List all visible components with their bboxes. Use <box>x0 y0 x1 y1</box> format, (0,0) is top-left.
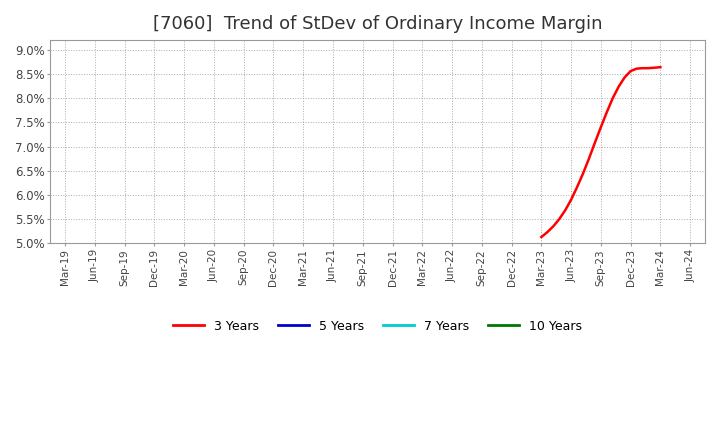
Title: [7060]  Trend of StDev of Ordinary Income Margin: [7060] Trend of StDev of Ordinary Income… <box>153 15 603 33</box>
Legend: 3 Years, 5 Years, 7 Years, 10 Years: 3 Years, 5 Years, 7 Years, 10 Years <box>168 315 588 337</box>
